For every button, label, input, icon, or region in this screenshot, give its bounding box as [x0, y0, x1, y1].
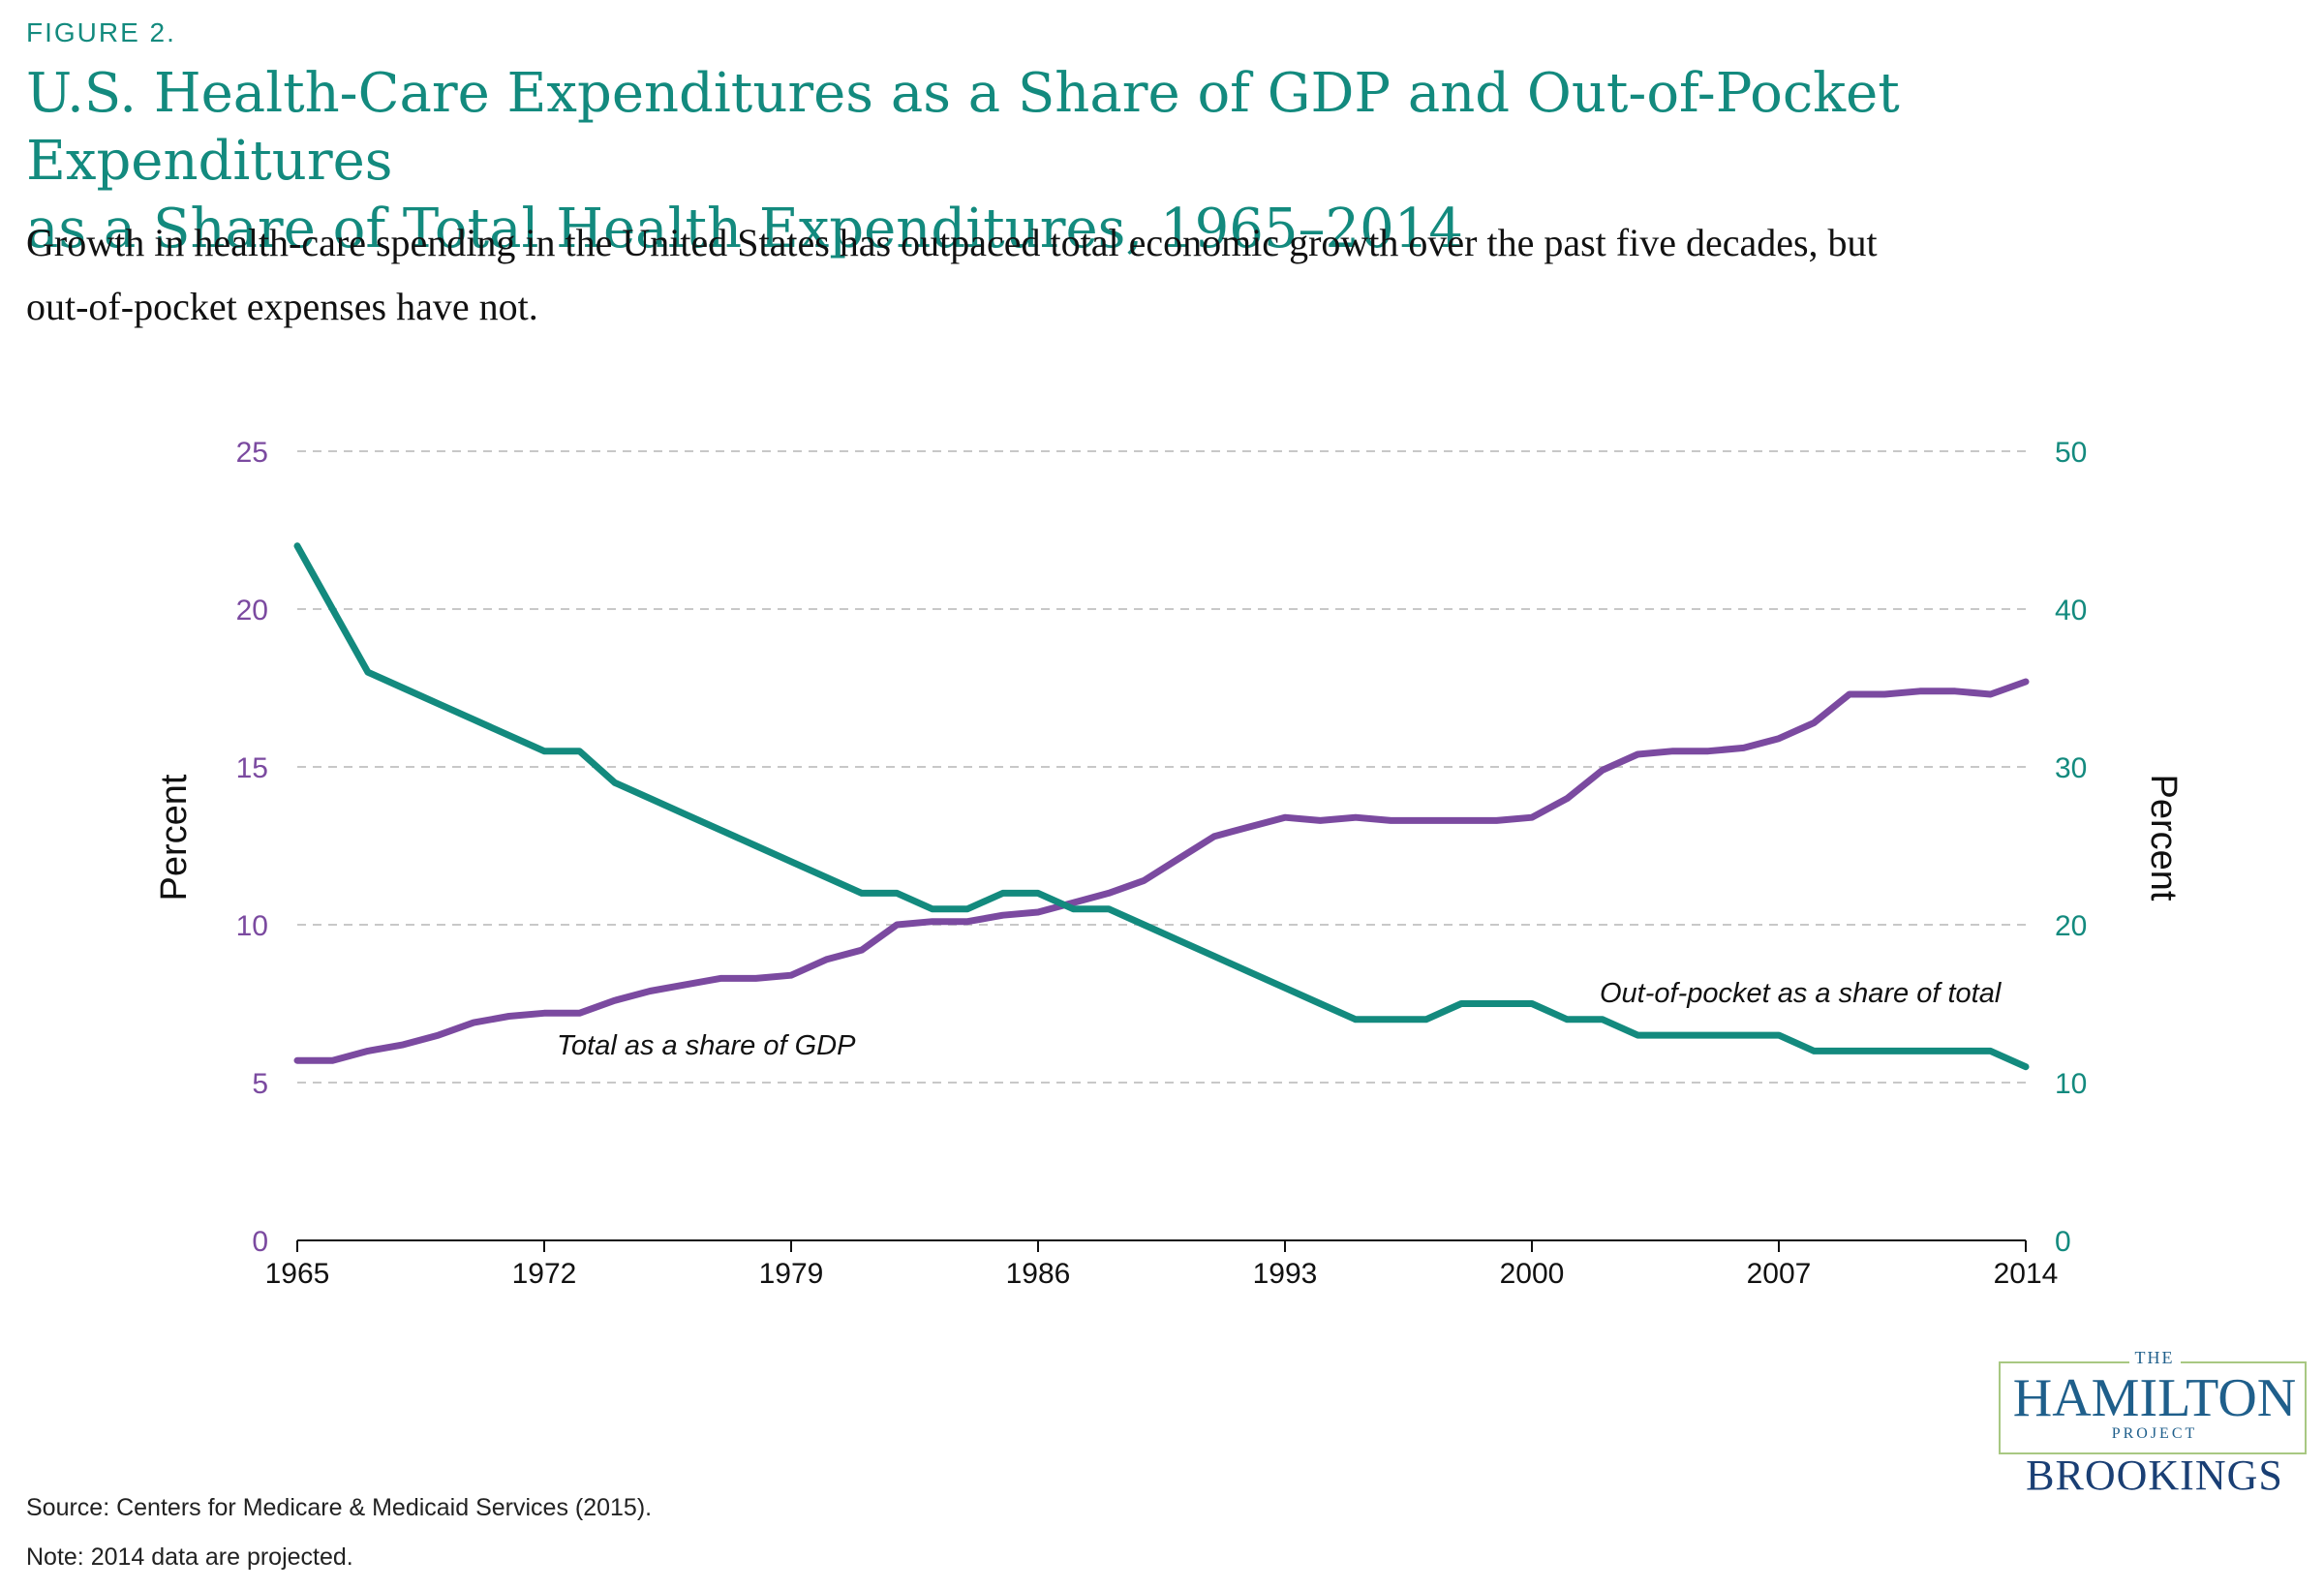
data-note: Note: 2014 data are projected.: [26, 1543, 353, 1571]
y-right-tick-label: 50: [2055, 437, 2087, 469]
y-left-tick-label: 10: [236, 910, 268, 942]
chart-title-line-1: U.S. Health-Care Expenditures as a Share…: [26, 62, 1900, 193]
y-left-tick-label: 15: [236, 752, 268, 784]
chart-subtitle: Growth in health-care spending in the Un…: [26, 211, 2253, 339]
series-label-out-of-pocket: Out-of-pocket as a share of total: [1600, 978, 2003, 1009]
chart-title-line-2: as a Share of Total Health Expenditures,…: [26, 198, 1463, 260]
source-note: Source: Centers for Medicare & Medicaid …: [26, 1494, 653, 1521]
series-line-total-gdp: [293, 678, 2030, 1064]
chart-subtitle-line-2: out-of-pocket expenses have not.: [26, 285, 538, 328]
series-line-out-of-pocket: [293, 542, 2030, 1071]
x-tick-label: 2014: [1994, 1258, 2059, 1290]
y-left-axis-title: Percent: [154, 774, 195, 901]
y-left-tick-label: 0: [252, 1226, 268, 1258]
x-tick-label: 1993: [1253, 1258, 1318, 1290]
y-left-tick-label: 20: [236, 595, 268, 626]
logo-hamilton: HAMILTON: [2012, 1368, 2297, 1428]
y-right-axis-title: Percent: [2143, 775, 2184, 901]
logo-project: PROJECT: [1995, 1425, 2314, 1443]
x-tick-label: 2007: [1747, 1258, 1812, 1290]
series-label-total-gdp: Total as a share of GDP: [557, 1030, 856, 1061]
y-right-tick-label: 40: [2055, 595, 2087, 626]
y-right-tick-label: 30: [2055, 752, 2087, 784]
hamilton-brookings-logo: THE HAMILTON PROJECT BROOKINGS: [1995, 1348, 2314, 1499]
y-right-tick-label: 10: [2055, 1068, 2087, 1100]
x-tick-label: 1972: [512, 1258, 577, 1290]
y-right-tick-label: 20: [2055, 910, 2087, 942]
x-tick-label: 1965: [265, 1258, 330, 1290]
figure-label: FIGURE 2.: [26, 17, 176, 47]
logo-brookings: BROOKINGS: [2026, 1451, 2283, 1499]
chart-title: U.S. Health-Care Expenditures as a Share…: [26, 60, 2253, 263]
chart-subtitle-line-1: Growth in health-care spending in the Un…: [26, 221, 1878, 264]
y-left-tick-label: 5: [252, 1068, 268, 1100]
x-tick-label: 1979: [759, 1258, 824, 1290]
logo-the: THE: [1995, 1348, 2314, 1368]
x-tick-label: 1986: [1006, 1258, 1071, 1290]
y-right-tick-label: 0: [2055, 1226, 2071, 1258]
y-left-tick-label: 25: [236, 437, 268, 469]
x-tick-label: 2000: [1500, 1258, 1565, 1290]
